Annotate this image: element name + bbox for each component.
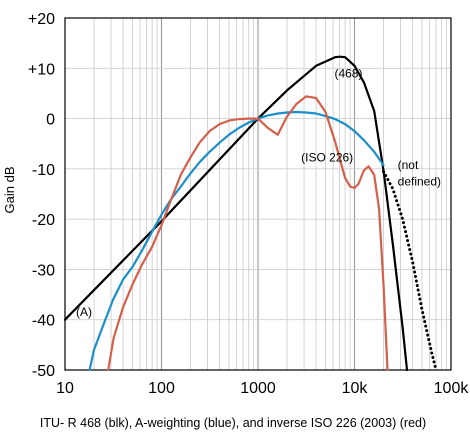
y-tick-label: +10 xyxy=(28,61,55,78)
x-tick-label: 10 xyxy=(56,380,74,397)
y-tick-label: -10 xyxy=(32,162,55,179)
annotation-label: (468) xyxy=(334,66,362,80)
annotation-label: (not xyxy=(398,158,419,172)
x-tick-labels: 10 100 1000 10k 100k xyxy=(56,380,469,397)
y-tick-label: -40 xyxy=(32,313,55,330)
annotation-label: defined) xyxy=(398,174,441,188)
y-tick-label: +20 xyxy=(28,11,55,28)
chart-caption: ITU- R 468 (blk), A-weighting (blue), an… xyxy=(40,416,426,430)
y-tick-label: -20 xyxy=(32,212,55,229)
x-tick-label: 1000 xyxy=(240,380,276,397)
y-tick-labels: +20 +10 0 -10 -20 -30 -40 -50 xyxy=(28,11,55,380)
plot-area-border xyxy=(64,17,452,371)
x-tick-label: 10k xyxy=(342,380,369,397)
y-tick-label: -30 xyxy=(32,262,55,279)
y-tick-label: -50 xyxy=(32,363,55,380)
x-tick-label: 100k xyxy=(434,380,470,397)
x-tick-label: 100 xyxy=(148,380,175,397)
annotation-label: (ISO 226) xyxy=(301,150,353,164)
annotations: (468) (ISO 226) (not defined) (A) xyxy=(76,66,441,319)
series-line-1 xyxy=(63,55,409,372)
grid-lines xyxy=(65,18,451,370)
y-tick-label: 0 xyxy=(46,112,55,129)
series-line-3 xyxy=(107,95,389,372)
series-lines xyxy=(63,55,438,372)
series-line-4 xyxy=(382,169,438,372)
annotation-label: (A) xyxy=(76,305,92,319)
series-line-2 xyxy=(88,110,385,372)
y-axis-label: Gain dB xyxy=(2,167,17,214)
